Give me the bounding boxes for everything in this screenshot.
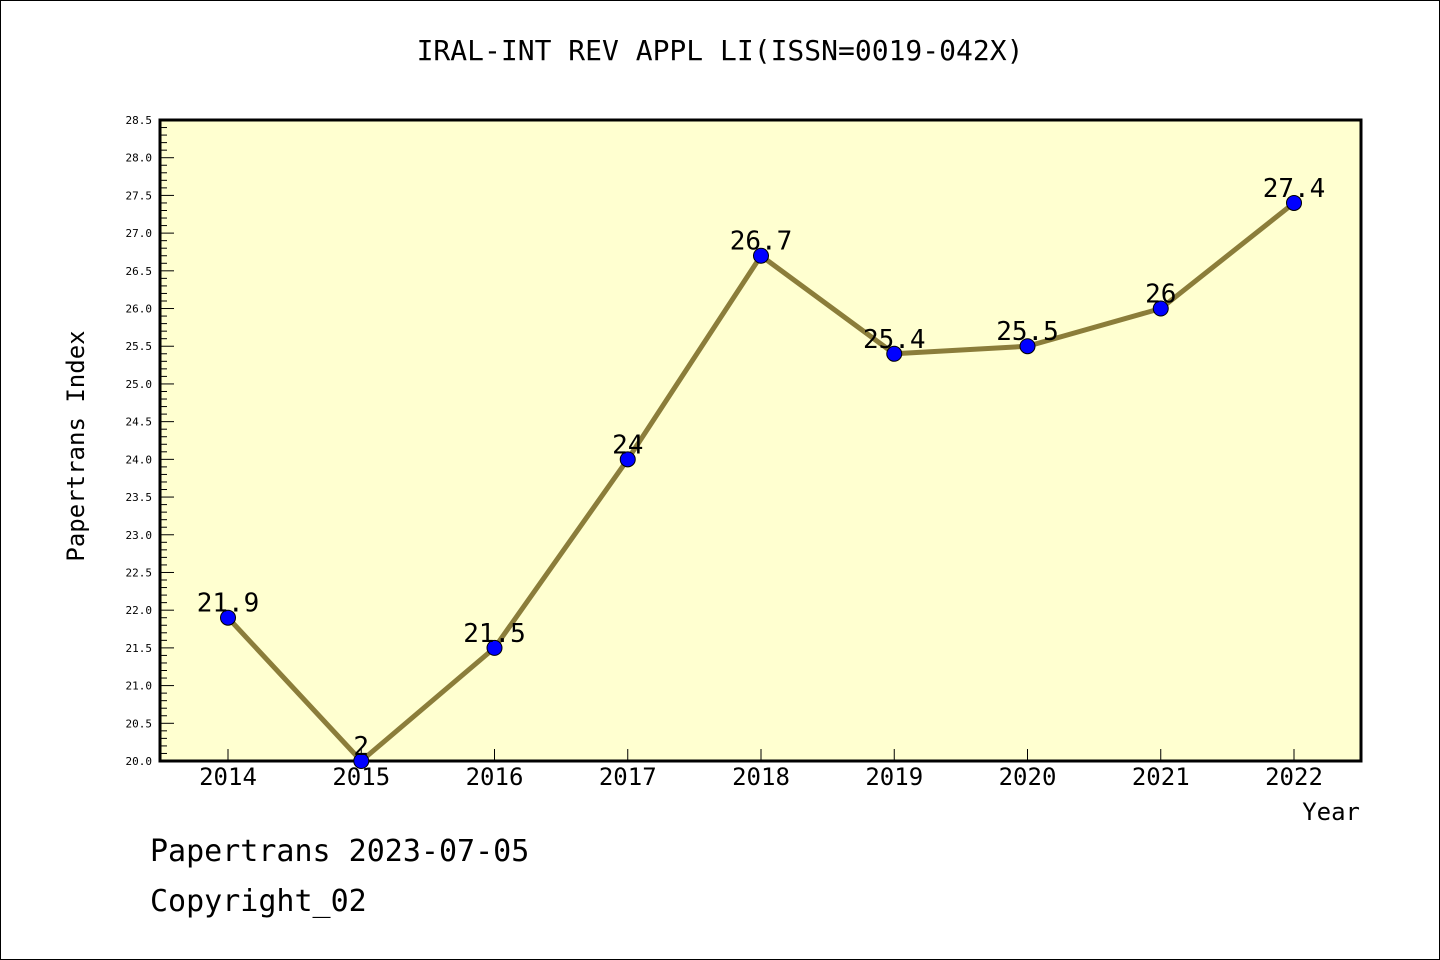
y-tick-label: 22.5 bbox=[126, 566, 153, 579]
x-tick-label: 2017 bbox=[599, 763, 657, 791]
y-tick-label: 23.5 bbox=[126, 491, 153, 504]
x-tick-label: 2014 bbox=[199, 763, 257, 791]
x-axis: 2014 2015 2016 2017 2018 2019 2020 2021 2022 bbox=[199, 749, 1323, 791]
data-point bbox=[886, 345, 903, 362]
y-tick-label: 26.0 bbox=[126, 303, 153, 316]
y-tick-label: 21.5 bbox=[126, 642, 153, 655]
data-point bbox=[619, 451, 636, 468]
y-tick-label: 25.0 bbox=[126, 378, 153, 391]
plot-area bbox=[158, 118, 1363, 763]
x-tick-label: 2016 bbox=[466, 763, 524, 791]
data-label: 24 bbox=[612, 430, 643, 460]
x-tick-label: 2021 bbox=[1132, 763, 1190, 791]
y-axis-label: Papertrans Index bbox=[62, 330, 90, 561]
data-label: 27.4 bbox=[1263, 174, 1326, 204]
data-label: 25.5 bbox=[996, 317, 1059, 347]
data-label: 26 bbox=[1145, 280, 1176, 310]
data-point bbox=[353, 753, 370, 769]
y-tick-label: 24.0 bbox=[126, 453, 153, 466]
y-tick-label: 23.0 bbox=[126, 529, 153, 542]
x-axis-label: Year bbox=[1302, 798, 1360, 826]
chart-title: IRAL-INT REV APPL LI(ISSN=0019-042X) bbox=[416, 34, 1024, 67]
data-label: 25.4 bbox=[863, 325, 926, 355]
y-tick-label: 27.5 bbox=[126, 189, 153, 202]
data-point bbox=[1019, 338, 1036, 355]
footer-date: Papertrans 2023-07-05 bbox=[150, 834, 530, 869]
y-axis: 20.0 20.5 21.0 21.5 22.0 22.5 23.0 23.5 24.0 24.5… bbox=[126, 114, 174, 768]
data-point bbox=[1286, 194, 1302, 211]
x-tick-label: 2020 bbox=[999, 763, 1057, 791]
y-tick-label: 20.5 bbox=[126, 717, 153, 730]
x-tick-label: 2018 bbox=[732, 763, 790, 791]
y-tick-label: 26.5 bbox=[126, 265, 153, 278]
data-labels-group: 21.9 2 21.5 24 26.7 25.4 25.5 26 27.4 bbox=[197, 174, 1326, 762]
x-tick-label: 2022 bbox=[1265, 763, 1323, 791]
markers-group bbox=[220, 194, 1302, 769]
y-tick-label: 27.0 bbox=[126, 227, 153, 240]
data-label: 21.5 bbox=[463, 619, 526, 649]
data-label: 21.9 bbox=[197, 589, 260, 619]
x-tick-label: 2019 bbox=[865, 763, 923, 791]
data-point bbox=[486, 639, 503, 656]
y-tick-label: 21.0 bbox=[126, 680, 153, 693]
data-point bbox=[753, 247, 769, 264]
footer-copyright: Copyright_02 bbox=[150, 884, 367, 919]
data-label: 2 bbox=[353, 732, 369, 762]
data-label: 26.7 bbox=[730, 227, 793, 257]
y-tick-label: 28.0 bbox=[126, 152, 153, 165]
y-tick-label: 25.5 bbox=[126, 340, 153, 353]
y-tick-label: 24.5 bbox=[126, 416, 153, 429]
y-tick-label: 22.0 bbox=[126, 604, 153, 617]
data-point bbox=[220, 609, 236, 626]
y-tick-label: 20.0 bbox=[126, 755, 153, 768]
data-point bbox=[1152, 300, 1169, 317]
y-tick-label: 28.5 bbox=[126, 114, 153, 127]
